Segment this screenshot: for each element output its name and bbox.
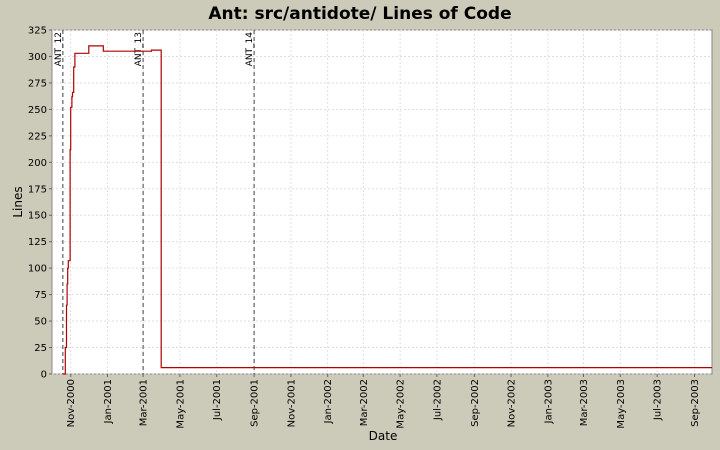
x-tick-label: Jul-2001 xyxy=(212,379,223,421)
x-tick-label: Mar-2001 xyxy=(139,379,150,426)
y-tick-label: 50 xyxy=(34,317,47,328)
x-tick-label: Sep-2001 xyxy=(250,379,261,427)
x-tick-label: May-2003 xyxy=(616,379,627,429)
x-tick-label: Jul-2002 xyxy=(432,379,443,421)
x-tick-label: Sep-2002 xyxy=(470,379,481,427)
y-tick-label: 200 xyxy=(28,158,47,169)
y-tick-label: 100 xyxy=(28,264,47,275)
y-tick-label: 300 xyxy=(28,52,47,63)
x-tick-label: Nov-2000 xyxy=(66,379,77,427)
series-layer xyxy=(62,45,712,375)
marker-label: ANT_13 xyxy=(134,32,144,66)
y-tick-label: 275 xyxy=(28,78,47,89)
y-tick-label: 125 xyxy=(28,237,47,248)
series-line xyxy=(62,45,712,375)
x-tick-label: Nov-2002 xyxy=(507,379,518,427)
x-tick-label: Jan-2003 xyxy=(543,379,554,424)
x-tick-label: Mar-2002 xyxy=(359,379,370,426)
y-tick-label: 25 xyxy=(34,343,47,354)
x-axis-label: Date xyxy=(369,429,398,443)
x-tick-label: May-2002 xyxy=(396,379,407,429)
x-tick-label: Sep-2003 xyxy=(690,379,701,427)
y-axis-label: Lines xyxy=(11,186,25,217)
x-tick-label: Jan-2001 xyxy=(103,379,114,424)
marker-label: ANT_14 xyxy=(245,32,255,67)
y-tick-label: 75 xyxy=(34,290,47,301)
y-tick-label: 325 xyxy=(28,26,47,37)
y-tick-label: 250 xyxy=(28,105,47,116)
y-tick-label: 175 xyxy=(28,184,47,195)
x-tick-label: May-2001 xyxy=(175,379,186,429)
release-markers: ANT_12 ANT_13 ANT_14 xyxy=(54,30,255,374)
x-axis: Nov-2000 Jan-2001 Mar-2001 May-2001 Jul-2001… xyxy=(66,374,701,429)
y-axis: 0 25 50 75 100 125 150 175 200 225 250 275 300 325 xyxy=(28,26,52,381)
y-tick-label: 225 xyxy=(28,131,47,142)
x-tick-label: Mar-2003 xyxy=(579,379,590,426)
plot-area xyxy=(51,29,713,375)
x-tick-label: Jul-2003 xyxy=(653,379,664,421)
y-tick-label: 150 xyxy=(28,211,47,222)
x-tick-label: Jan-2002 xyxy=(323,379,334,424)
x-tick-label: Nov-2001 xyxy=(286,379,297,427)
grid-lines xyxy=(52,29,712,375)
chart-title: Ant: src/antidote/ Lines of Code xyxy=(208,4,511,24)
y-tick-label: 0 xyxy=(41,370,47,381)
marker-label: ANT_12 xyxy=(54,32,64,66)
